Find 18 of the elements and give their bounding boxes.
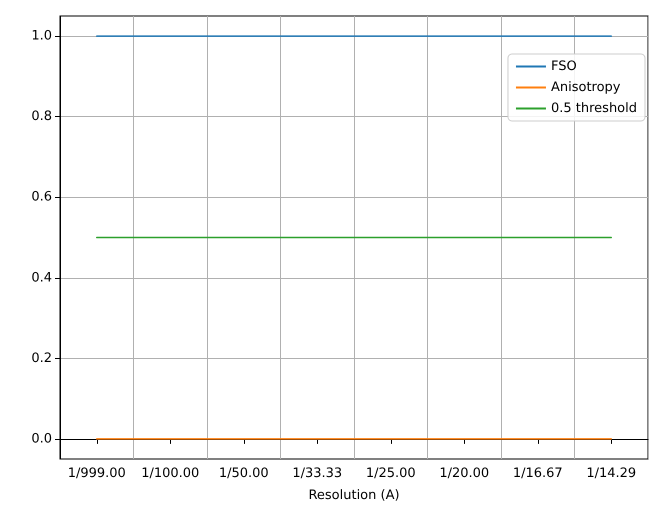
x-tick-label: 1/50.00 (218, 466, 269, 481)
y-tick-label: 0.8 (31, 109, 52, 124)
legend-label: FSO (550, 59, 577, 74)
y-tick-label: 0.2 (31, 350, 52, 366)
x-tick-label: 1/25.00 (366, 466, 416, 481)
x-tick-label: 1/20.00 (439, 466, 490, 481)
x-tick-label: 1/999.00 (68, 466, 126, 481)
x-tick-label: 1/33.33 (292, 466, 342, 481)
x-tick-label: 1/14.29 (586, 466, 636, 481)
legend-label: 0.5 threshold (550, 101, 637, 116)
x-tick-label: 1/100.00 (141, 466, 200, 481)
legend-label: Anisotropy (550, 80, 621, 95)
y-tick-label: 0.0 (31, 431, 52, 446)
x-axis-title: Resolution (A) (308, 488, 400, 503)
y-tick-label: 0.4 (31, 270, 52, 286)
x-tick-label: 1/16.67 (512, 466, 563, 481)
y-tick-label: 0.6 (31, 190, 52, 205)
y-tick-label: 1.0 (31, 28, 52, 44)
